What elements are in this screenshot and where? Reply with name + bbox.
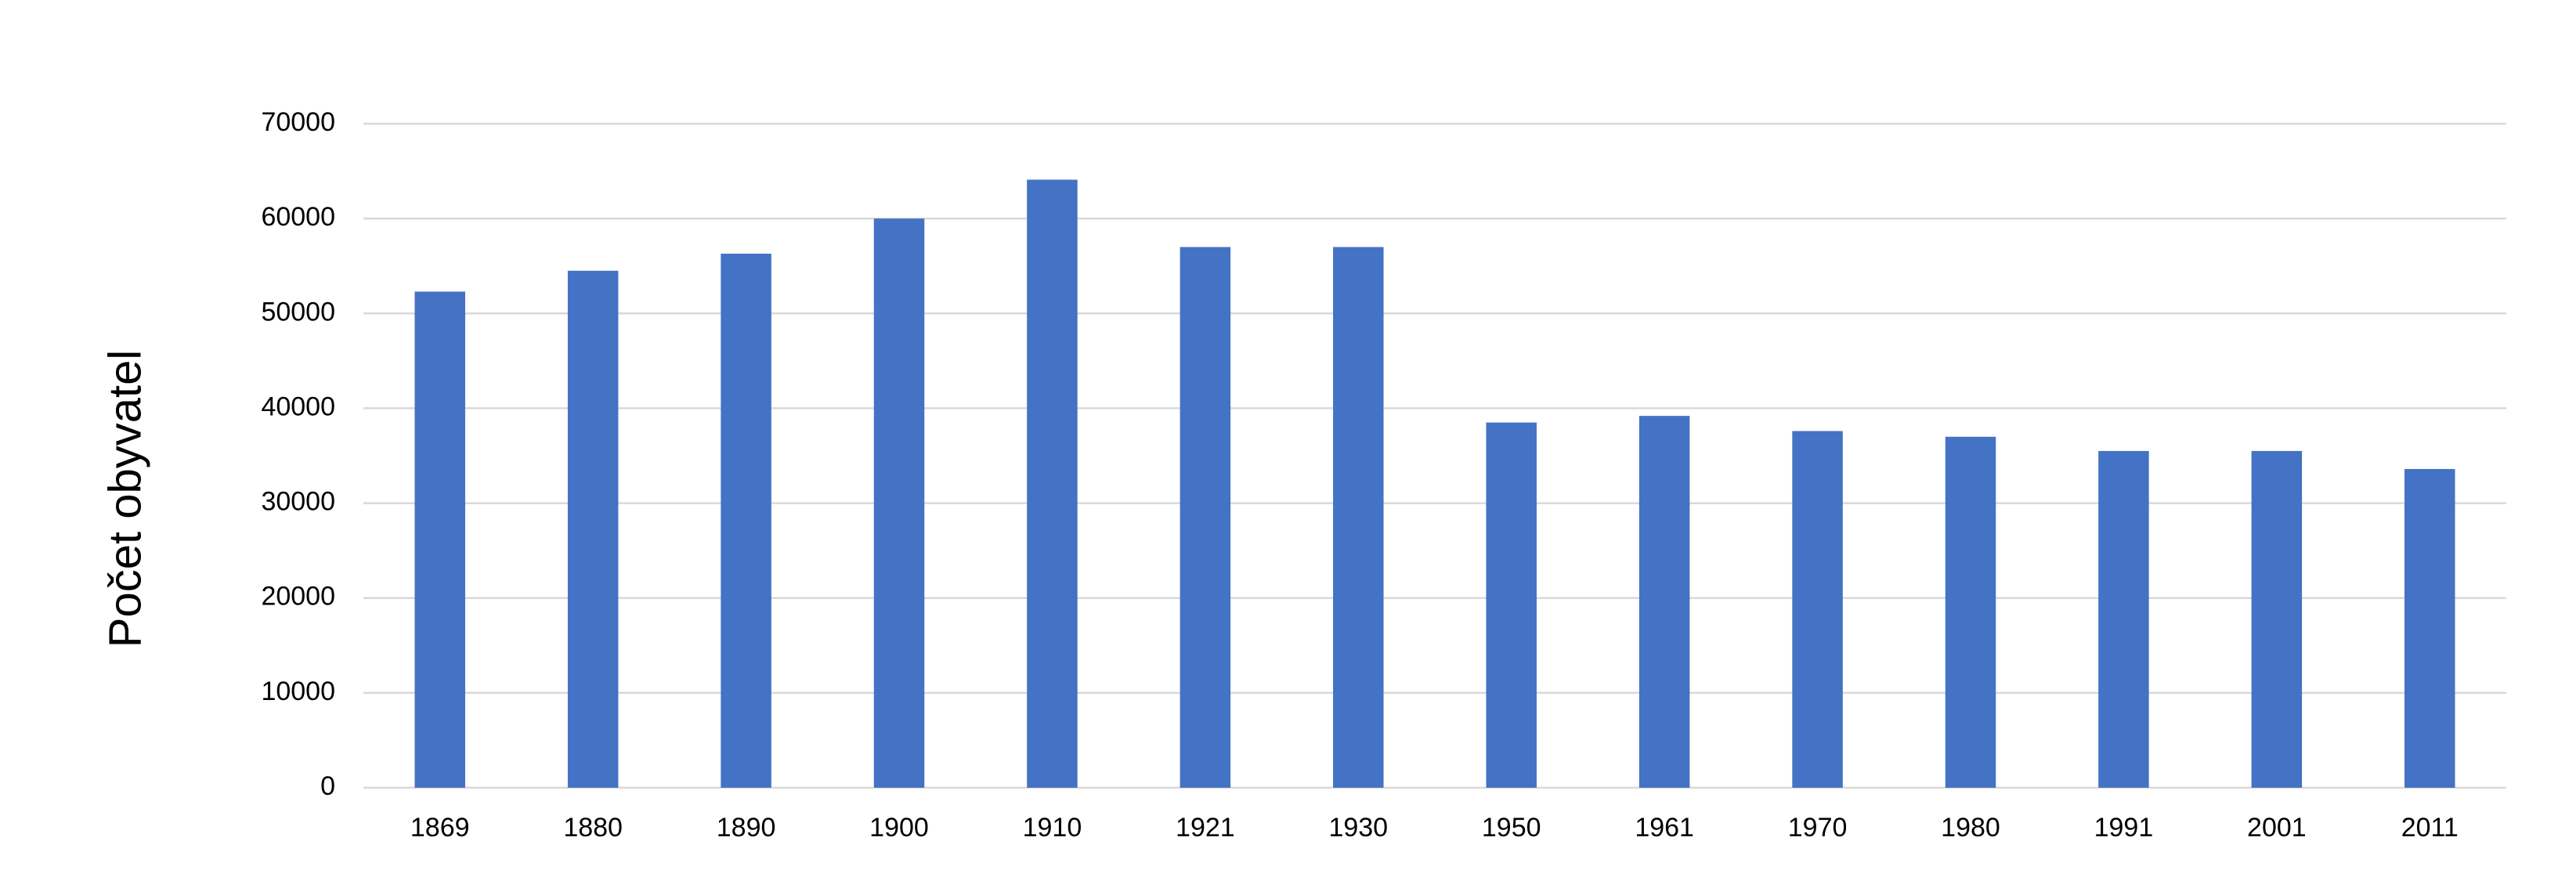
x-tick-label: 1950 xyxy=(1482,813,1541,843)
bar xyxy=(1180,247,1231,788)
x-tick-label: 1880 xyxy=(563,813,623,843)
y-tick-label: 40000 xyxy=(261,392,335,421)
x-tick-label: 2001 xyxy=(2247,813,2307,843)
bar xyxy=(1638,416,1690,788)
x-tick-label: 2011 xyxy=(2401,813,2459,843)
x-tick-label: 1910 xyxy=(1023,813,1082,843)
y-tick-label: 10000 xyxy=(261,677,335,706)
x-tick-label: 1961 xyxy=(1635,813,1694,843)
bar xyxy=(1027,179,1078,788)
x-tick-label: 1991 xyxy=(2094,813,2154,843)
x-tick-label: 1930 xyxy=(1328,813,1388,843)
bar xyxy=(2251,450,2303,788)
bar xyxy=(1333,247,1384,788)
x-tick-label: 1869 xyxy=(410,813,470,843)
bar xyxy=(414,291,465,788)
bar xyxy=(721,253,771,789)
x-tick-label: 1900 xyxy=(869,813,929,843)
bar xyxy=(2404,468,2455,788)
bar xyxy=(1792,431,1843,788)
bar xyxy=(873,218,925,789)
bar xyxy=(1486,422,1537,788)
x-tick-label: 1970 xyxy=(1788,813,1848,843)
y-axis-title: Počet obyvatel xyxy=(99,350,150,648)
bar xyxy=(2098,450,2149,788)
bar xyxy=(567,270,619,788)
x-tick-label: 1890 xyxy=(717,813,776,843)
y-tick-label: 50000 xyxy=(261,297,335,327)
x-tick-label: 1980 xyxy=(1941,813,2000,843)
bar xyxy=(1945,436,1996,788)
x-tick-label: 1921 xyxy=(1176,813,1235,843)
y-tick-label: 60000 xyxy=(261,202,335,232)
y-tick-label: 0 xyxy=(320,771,335,801)
y-tick-label: 70000 xyxy=(261,107,335,137)
y-tick-label: 30000 xyxy=(261,487,335,517)
y-tick-label: 20000 xyxy=(261,582,335,612)
